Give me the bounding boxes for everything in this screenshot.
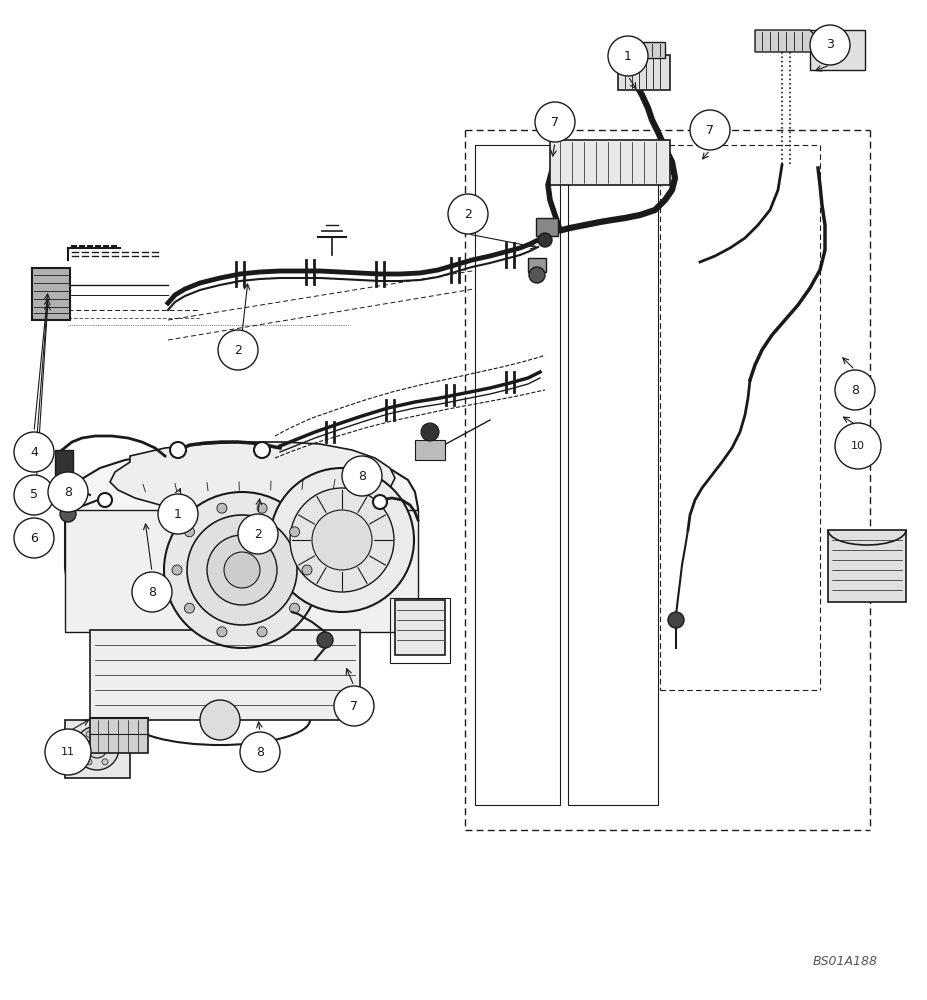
Circle shape (110, 745, 116, 751)
Text: 7: 7 (705, 123, 713, 136)
Circle shape (78, 745, 84, 751)
Text: 1: 1 (623, 49, 631, 62)
Text: 8: 8 (64, 486, 72, 498)
Text: 6: 6 (30, 532, 38, 544)
Circle shape (217, 627, 227, 637)
Circle shape (311, 510, 372, 570)
Circle shape (538, 233, 552, 247)
Text: 1: 1 (174, 508, 182, 520)
Text: BS01A188: BS01A188 (812, 955, 877, 968)
Circle shape (187, 515, 297, 625)
Circle shape (528, 267, 544, 283)
Text: 10: 10 (850, 441, 864, 451)
Bar (32, 268, 70, 320)
Bar (536, 218, 557, 236)
Bar (617, 55, 669, 90)
Circle shape (86, 731, 92, 737)
Circle shape (448, 194, 488, 234)
Circle shape (14, 518, 54, 558)
Polygon shape (65, 510, 417, 632)
Circle shape (48, 472, 88, 512)
Bar (475, 145, 559, 805)
Text: 8: 8 (850, 383, 858, 396)
Text: 8: 8 (256, 746, 263, 758)
Circle shape (257, 627, 267, 637)
Text: 8: 8 (358, 470, 365, 483)
Circle shape (87, 738, 107, 758)
Circle shape (102, 731, 108, 737)
Circle shape (240, 732, 280, 772)
Bar (65, 720, 130, 778)
Circle shape (164, 492, 320, 648)
Circle shape (834, 423, 880, 469)
Text: 7: 7 (349, 700, 358, 712)
Polygon shape (755, 30, 829, 52)
Circle shape (421, 423, 438, 441)
Circle shape (217, 503, 227, 513)
Bar (527, 258, 545, 272)
Circle shape (535, 102, 575, 142)
Circle shape (14, 432, 54, 472)
Bar (395, 600, 445, 655)
Circle shape (57, 474, 70, 486)
Bar (550, 140, 669, 185)
Bar (55, 450, 73, 478)
Circle shape (44, 729, 91, 775)
Circle shape (254, 442, 270, 458)
Circle shape (270, 468, 413, 612)
Bar (389, 598, 450, 663)
Circle shape (132, 572, 171, 612)
Bar (90, 630, 360, 720)
Circle shape (98, 493, 112, 507)
Circle shape (667, 612, 683, 628)
Circle shape (223, 552, 260, 588)
Text: 11: 11 (61, 747, 75, 757)
Text: 4: 4 (30, 446, 38, 458)
Text: 8: 8 (147, 585, 156, 598)
Circle shape (218, 330, 258, 370)
Circle shape (86, 759, 92, 765)
Circle shape (158, 494, 197, 534)
Circle shape (690, 110, 730, 150)
Circle shape (102, 759, 108, 765)
Circle shape (607, 36, 647, 76)
Circle shape (334, 686, 374, 726)
Polygon shape (65, 450, 417, 634)
Circle shape (184, 603, 194, 613)
Text: 2: 2 (464, 208, 472, 221)
Bar (90, 718, 147, 753)
Circle shape (75, 726, 119, 770)
Circle shape (289, 603, 299, 613)
Circle shape (373, 495, 387, 509)
Circle shape (184, 527, 194, 537)
Text: 2: 2 (254, 528, 261, 540)
Circle shape (257, 503, 267, 513)
Circle shape (289, 488, 394, 592)
Circle shape (834, 370, 874, 410)
Bar (567, 145, 657, 805)
Bar (827, 530, 905, 602)
Circle shape (289, 527, 299, 537)
Circle shape (60, 506, 76, 522)
Polygon shape (110, 442, 395, 512)
Text: 7: 7 (551, 115, 558, 128)
Circle shape (170, 442, 185, 458)
Circle shape (200, 700, 240, 740)
Text: 2: 2 (234, 344, 242, 357)
Circle shape (317, 632, 333, 648)
Circle shape (14, 475, 54, 515)
Circle shape (237, 514, 278, 554)
Bar (414, 440, 445, 460)
Circle shape (809, 25, 849, 65)
Polygon shape (619, 42, 665, 58)
Circle shape (301, 565, 311, 575)
Text: 3: 3 (825, 38, 833, 51)
Bar (809, 30, 864, 70)
Circle shape (342, 456, 382, 496)
Text: 5: 5 (30, 488, 38, 502)
Circle shape (171, 565, 182, 575)
Circle shape (207, 535, 276, 605)
